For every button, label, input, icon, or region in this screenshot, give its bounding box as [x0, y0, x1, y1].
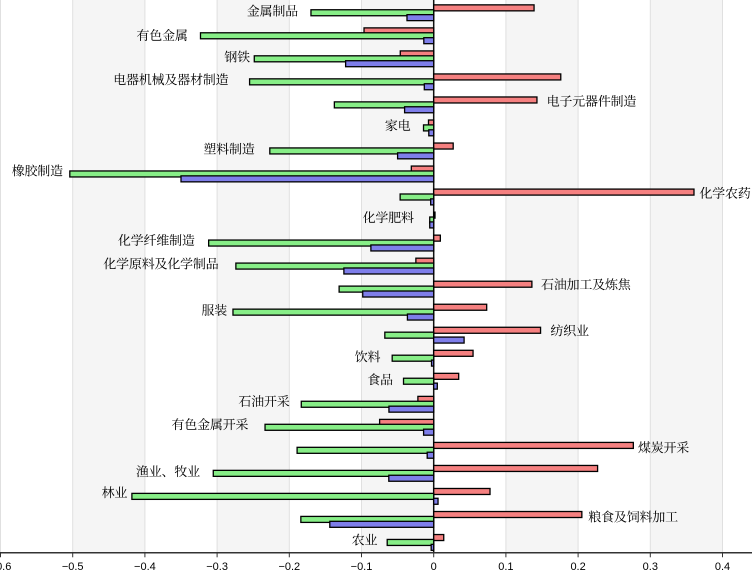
svg-text:0: 0 — [431, 561, 437, 573]
svg-text:−0.1: −0.1 — [351, 561, 373, 573]
svg-text:0.2: 0.2 — [570, 561, 585, 573]
svg-text:0.3: 0.3 — [643, 561, 658, 573]
svg-text:−0.6: −0.6 — [0, 561, 11, 573]
svg-text:−0.2: −0.2 — [278, 561, 300, 573]
svg-text:0.1: 0.1 — [498, 561, 513, 573]
svg-text:0.4: 0.4 — [715, 561, 730, 573]
svg-text:−0.3: −0.3 — [206, 561, 228, 573]
svg-text:−0.5: −0.5 — [62, 561, 84, 573]
svg-text:−0.4: −0.4 — [134, 561, 156, 573]
